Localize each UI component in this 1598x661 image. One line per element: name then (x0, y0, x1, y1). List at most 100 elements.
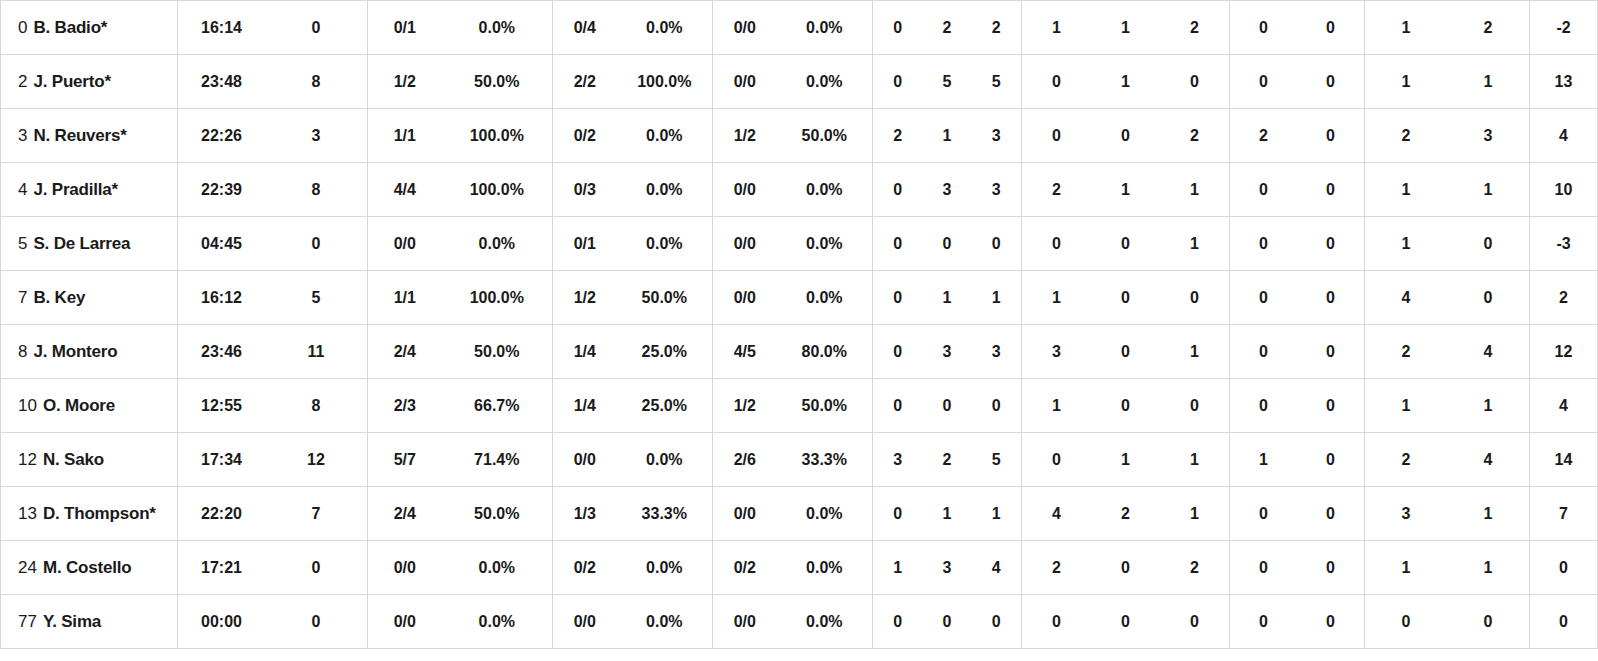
player-jersey-number: 13 (18, 504, 37, 524)
player-name: D. Thompson* (43, 504, 156, 524)
three-point-group: 0/2 0.0% (553, 541, 713, 594)
minutes-cell: 17:21 (178, 559, 265, 577)
three-point-percentage-cell: 0.0% (617, 451, 712, 469)
player-row[interactable]: 13 D. Thompson* 22:20 7 2/4 50.0% 1/3 33… (1, 487, 1598, 541)
player-cell: 3 N. Reuvers* (1, 109, 178, 162)
free-throw-made-attempts-cell: 2/6 (713, 451, 777, 469)
fouls-committed-cell: 1 (1365, 397, 1447, 415)
three-point-percentage-cell: 33.3% (617, 505, 712, 523)
plus-minus-cell: 4 (1530, 397, 1597, 415)
blocks-favor-cell: 0 (1230, 343, 1297, 361)
defensive-rebounds-cell: 1 (922, 505, 971, 523)
fouls-committed-cell: 1 (1365, 19, 1447, 37)
free-throw-group: 0/0 0.0% (713, 595, 873, 648)
player-cell: 7 B. Key (1, 271, 178, 324)
fouls-received-cell: 1 (1447, 397, 1529, 415)
fouls-committed-cell: 4 (1365, 289, 1447, 307)
minutes-points-group: 16:12 5 (178, 271, 368, 324)
three-point-percentage-cell: 0.0% (617, 613, 712, 631)
steals-cell: 1 (1091, 451, 1160, 469)
player-row[interactable]: 2 J. Puerto* 23:48 8 1/2 50.0% 2/2 100.0… (1, 55, 1598, 109)
free-throw-percentage-cell: 0.0% (777, 505, 872, 523)
assists-cell: 3 (1022, 343, 1091, 361)
rebounds-group: 3 2 5 (873, 433, 1022, 486)
player-row[interactable]: 5 S. De Larrea 04:45 0 0/0 0.0% 0/1 0.0%… (1, 217, 1598, 271)
player-row[interactable]: 10 O. Moore 12:55 8 2/3 66.7% 1/4 25.0% … (1, 379, 1598, 433)
rebounds-group: 0 1 1 (873, 487, 1022, 540)
player-cell: 10 O. Moore (1, 379, 178, 432)
fouls-received-cell: 0 (1447, 613, 1529, 631)
offensive-rebounds-cell: 0 (873, 73, 922, 91)
player-cell: 13 D. Thompson* (1, 487, 178, 540)
player-row[interactable]: 12 N. Sako 17:34 12 5/7 71.4% 0/0 0.0% 2… (1, 433, 1598, 487)
player-row[interactable]: 7 B. Key 16:12 5 1/1 100.0% 1/2 50.0% 0/… (1, 271, 1598, 325)
rebounds-group: 0 0 0 (873, 379, 1022, 432)
three-point-group: 0/2 0.0% (553, 109, 713, 162)
two-point-percentage-cell: 71.4% (442, 451, 552, 469)
free-throw-made-attempts-cell: 0/0 (713, 505, 777, 523)
player-row[interactable]: 4 J. Pradilla* 22:39 8 4/4 100.0% 0/3 0.… (1, 163, 1598, 217)
player-cell: 5 S. De Larrea (1, 217, 178, 270)
steals-cell: 0 (1091, 127, 1160, 145)
steals-cell: 2 (1091, 505, 1160, 523)
three-point-made-attempts-cell: 0/0 (553, 613, 617, 631)
minutes-cell: 16:12 (178, 289, 265, 307)
fouls-received-cell: 2 (1447, 19, 1529, 37)
player-cell: 24 M. Costello (1, 541, 178, 594)
defensive-rebounds-cell: 3 (922, 559, 971, 577)
assists-steals-turnovers-group: 3 0 1 (1022, 325, 1230, 378)
fouls-group: 4 0 (1365, 271, 1530, 324)
player-row[interactable]: 3 N. Reuvers* 22:26 3 1/1 100.0% 0/2 0.0… (1, 109, 1598, 163)
assists-steals-turnovers-group: 2 0 2 (1022, 541, 1230, 594)
fouls-received-cell: 4 (1447, 451, 1529, 469)
three-point-percentage-cell: 25.0% (617, 397, 712, 415)
turnovers-cell: 1 (1160, 451, 1229, 469)
blocks-group: 1 0 (1230, 433, 1365, 486)
minutes-cell: 22:39 (178, 181, 265, 199)
blocks-favor-cell: 0 (1230, 397, 1297, 415)
assists-cell: 2 (1022, 181, 1091, 199)
blocks-against-cell: 0 (1297, 397, 1364, 415)
player-name: N. Reuvers* (33, 126, 126, 146)
plus-minus-cell: 4 (1530, 127, 1597, 145)
player-row[interactable]: 0 B. Badio* 16:14 0 0/1 0.0% 0/4 0.0% 0/… (1, 1, 1598, 55)
total-rebounds-cell: 3 (972, 127, 1021, 145)
fouls-group: 3 1 (1365, 487, 1530, 540)
plus-minus-group: 7 (1530, 487, 1598, 540)
two-point-group: 0/0 0.0% (368, 595, 553, 648)
steals-cell: 1 (1091, 181, 1160, 199)
minutes-points-group: 23:46 11 (178, 325, 368, 378)
fouls-group: 2 4 (1365, 433, 1530, 486)
two-point-made-attempts-cell: 2/3 (368, 397, 442, 415)
blocks-favor-cell: 0 (1230, 289, 1297, 307)
player-jersey-number: 10 (18, 396, 37, 416)
minutes-points-group: 17:21 0 (178, 541, 368, 594)
assists-cell: 2 (1022, 559, 1091, 577)
turnovers-cell: 2 (1160, 559, 1229, 577)
player-cell: 12 N. Sako (1, 433, 178, 486)
offensive-rebounds-cell: 1 (873, 559, 922, 577)
player-jersey-number: 4 (18, 180, 27, 200)
blocks-against-cell: 0 (1297, 613, 1364, 631)
player-row[interactable]: 77 Y. Sima 00:00 0 0/0 0.0% 0/0 0.0% 0/0… (1, 595, 1598, 649)
total-rebounds-cell: 1 (972, 289, 1021, 307)
points-cell: 0 (265, 19, 367, 37)
blocks-against-cell: 0 (1297, 559, 1364, 577)
defensive-rebounds-cell: 2 (922, 19, 971, 37)
blocks-group: 0 0 (1230, 541, 1365, 594)
two-point-group: 2/3 66.7% (368, 379, 553, 432)
player-row[interactable]: 24 M. Costello 17:21 0 0/0 0.0% 0/2 0.0%… (1, 541, 1598, 595)
minutes-points-group: 23:48 8 (178, 55, 368, 108)
three-point-made-attempts-cell: 0/4 (553, 19, 617, 37)
free-throw-made-attempts-cell: 0/2 (713, 559, 777, 577)
defensive-rebounds-cell: 0 (922, 613, 971, 631)
two-point-group: 1/2 50.0% (368, 55, 553, 108)
blocks-group: 0 0 (1230, 595, 1365, 648)
two-point-made-attempts-cell: 0/0 (368, 559, 442, 577)
assists-cell: 0 (1022, 73, 1091, 91)
player-row[interactable]: 8 J. Montero 23:46 11 2/4 50.0% 1/4 25.0… (1, 325, 1598, 379)
player-name: M. Costello (43, 558, 131, 578)
total-rebounds-cell: 3 (972, 343, 1021, 361)
player-name: N. Sako (43, 450, 104, 470)
fouls-received-cell: 1 (1447, 559, 1529, 577)
